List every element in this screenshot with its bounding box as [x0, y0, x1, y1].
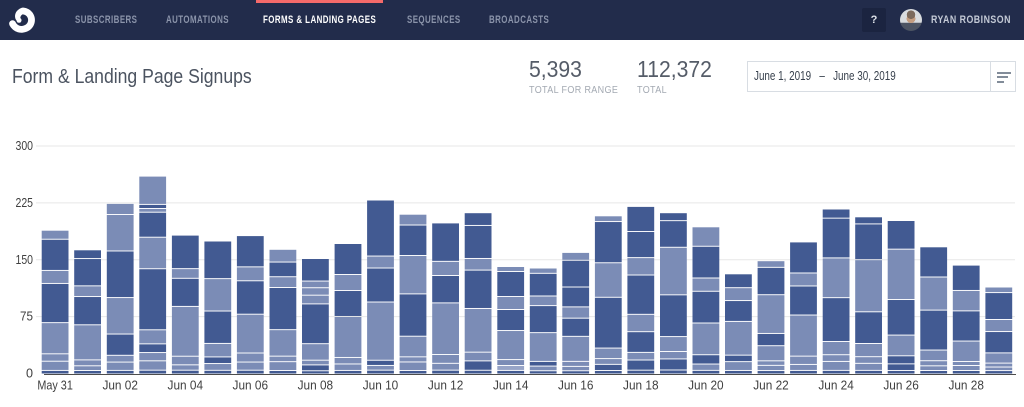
svg-text:Jun 24: Jun 24: [818, 377, 854, 392]
svg-text:Jun 10: Jun 10: [363, 377, 399, 392]
svg-text:Jun 26: Jun 26: [883, 377, 919, 392]
svg-text:Jun 16: Jun 16: [558, 377, 594, 392]
svg-text:150: 150: [16, 253, 34, 267]
svg-text:Jun 20: Jun 20: [688, 377, 724, 392]
svg-text:75: 75: [20, 310, 33, 324]
svg-text:Jun 12: Jun 12: [428, 377, 464, 392]
svg-text:Jun 04: Jun 04: [168, 377, 204, 392]
svg-text:225: 225: [16, 196, 34, 210]
svg-text:Jun 06: Jun 06: [233, 377, 269, 392]
svg-text:300: 300: [16, 139, 34, 153]
svg-text:Jun 02: Jun 02: [102, 377, 138, 392]
svg-text:Jun 08: Jun 08: [298, 377, 334, 392]
svg-text:Jun 28: Jun 28: [948, 377, 984, 392]
svg-text:Jun 22: Jun 22: [753, 377, 789, 392]
svg-text:May 31: May 31: [37, 377, 73, 392]
svg-text:Jun 14: Jun 14: [493, 377, 529, 392]
svg-text:0: 0: [26, 367, 33, 381]
svg-text:Jun 18: Jun 18: [623, 377, 659, 392]
